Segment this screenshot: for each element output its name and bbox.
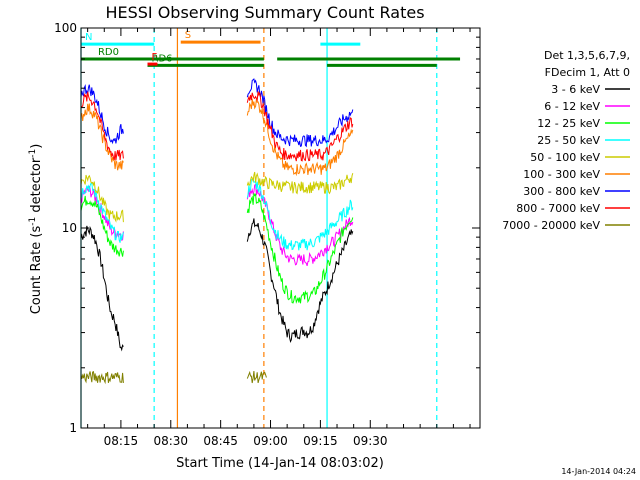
series-line-0 <box>80 218 354 352</box>
y-tick-label: 10 <box>62 221 77 235</box>
series-line-6 <box>80 78 354 148</box>
legend-label: 25 - 50 keV <box>537 134 600 147</box>
x-tick-label: 09:15 <box>303 434 338 448</box>
legend-label: 300 - 800 keV <box>523 185 600 198</box>
x-tick-label: 09:30 <box>353 434 388 448</box>
y-tick-label: 1 <box>69 421 77 435</box>
legend-label: 100 - 300 keV <box>523 168 600 181</box>
legend-items: 3 - 6 keV 6 - 12 keV 12 - 25 keV 25 - 50 ke… <box>502 83 630 232</box>
series-line-3 <box>80 178 354 251</box>
series-line-7 <box>80 91 354 162</box>
y-tick-label: 100 <box>54 21 77 35</box>
flag-label-rd6: RD6 <box>152 53 173 64</box>
x-tick-label: 08:45 <box>203 434 238 448</box>
legend-label: 3 - 6 keV <box>551 83 600 96</box>
series-line-2 <box>80 192 354 304</box>
series-line-8 <box>80 370 267 385</box>
y-axis-label: Count Rate (s-1 detector-1) <box>28 144 44 315</box>
legend-label: 7000 - 20000 keV <box>502 219 600 232</box>
series-line-5 <box>80 98 354 177</box>
flag-label-rd0: RD0 <box>98 47 119 58</box>
flag-label-n: N <box>85 32 92 43</box>
flag-bars: RD0 RD6 N S F <box>81 30 461 67</box>
legend-label: 800 - 7000 keV <box>516 202 600 215</box>
legend-header-line-2: FDecim 1, Att 0 <box>545 66 630 79</box>
legend: Det 1,3,5,6,7,9, FDecim 1, Att 0 3 - 6 k… <box>502 49 630 232</box>
series-lines <box>80 78 354 385</box>
chart-title: HESSI Observing Summary Count Rates <box>105 3 424 22</box>
x-tick-label: 08:15 <box>104 434 139 448</box>
legend-label: 12 - 25 keV <box>537 117 600 130</box>
legend-label: 50 - 100 keV <box>530 151 600 164</box>
plot-frame-rect <box>80 27 481 429</box>
x-tick-label: 08:30 <box>153 434 188 448</box>
plot-frame: 1 10 100 08:15 08:30 08:45 09:00 09:15 09:30 <box>54 21 481 448</box>
flag-label-f: F <box>152 52 158 63</box>
flag-label-s: S <box>185 30 191 41</box>
legend-label: 6 - 12 keV <box>544 100 600 113</box>
series-line-4 <box>80 171 354 223</box>
footer-date: 14-Jan-2014 04:24 <box>561 467 636 476</box>
legend-header-line-1: Det 1,3,5,6,7,9, <box>544 49 630 62</box>
x-axis-label: Start Time (14-Jan-14 08:03:02) <box>176 456 384 471</box>
x-tick-label: 09:00 <box>253 434 288 448</box>
